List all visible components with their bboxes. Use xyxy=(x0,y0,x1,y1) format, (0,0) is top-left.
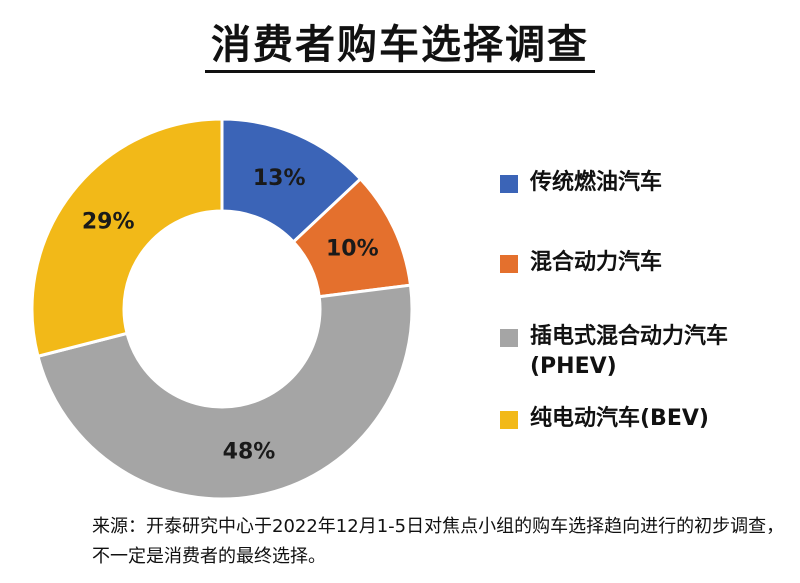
donut-chart: 13% 10% 48% 29% xyxy=(30,117,414,500)
legend-item-phev: 插电式混合动力汽车 (PHEV) xyxy=(500,322,728,382)
data-label-ice: 13% xyxy=(253,166,306,191)
slice-phev xyxy=(36,283,414,500)
data-label-bev: 29% xyxy=(82,210,135,235)
legend-swatch-bev xyxy=(500,411,518,429)
slice-bev xyxy=(30,117,224,359)
legend-item-bev: 纯电动汽车(BEV) xyxy=(500,404,709,434)
chart-title: 消费者购车选择调查 xyxy=(0,12,800,73)
legend-label-phev: 插电式混合动力汽车 (PHEV) xyxy=(530,324,729,379)
legend-label-bev: 纯电动汽车(BEV) xyxy=(530,406,709,431)
legend-swatch-ice xyxy=(500,175,518,193)
legend-swatch-phev xyxy=(500,329,518,347)
data-label-hybrid: 10% xyxy=(326,237,379,262)
legend-item-hybrid: 混合动力汽车 xyxy=(500,248,662,278)
legend-item-ice: 传统燃油汽车 xyxy=(500,168,662,198)
legend-label-hybrid: 混合动力汽车 xyxy=(530,250,663,275)
source-note: 来源：开泰研究中心于2022年12月1-5日对焦点小组的购车选择趋向进行的初步调… xyxy=(92,516,785,567)
data-label-phev: 48% xyxy=(223,439,276,464)
legend-label-ice: 传统燃油汽车 xyxy=(530,170,663,195)
legend-swatch-hybrid xyxy=(500,255,518,273)
